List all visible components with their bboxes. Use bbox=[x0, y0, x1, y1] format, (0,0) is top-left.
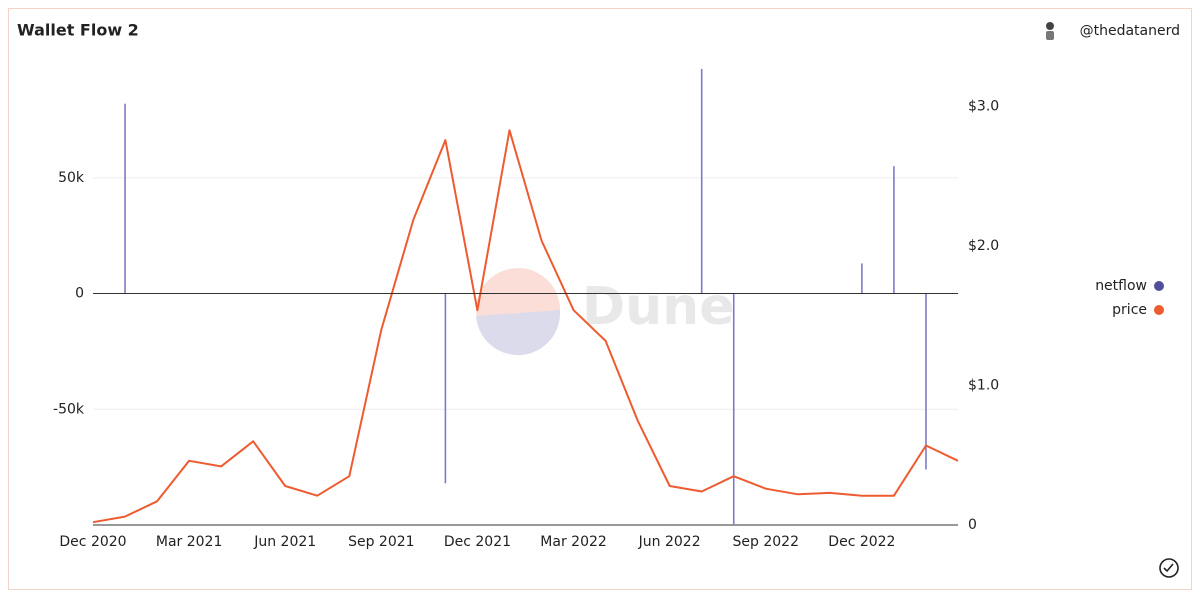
watermark-text: Dune bbox=[582, 277, 734, 337]
price-line bbox=[92, 129, 959, 524]
x-tick-label: Mar 2021 bbox=[156, 534, 223, 550]
author-icon bbox=[1046, 22, 1054, 40]
bar bbox=[925, 293, 927, 470]
y-tick-label: 50k bbox=[58, 170, 85, 186]
legend-label: netflow bbox=[1095, 278, 1147, 294]
frame bbox=[8, 8, 1192, 590]
bar bbox=[893, 166, 895, 294]
y-tick-label: -50k bbox=[53, 401, 85, 417]
bar bbox=[124, 103, 126, 294]
y2-tick-label: $2.0 bbox=[968, 238, 999, 254]
watermark-logo-part bbox=[476, 310, 561, 356]
legend-label: price bbox=[1112, 302, 1147, 318]
x-tick-label: Dec 2021 bbox=[444, 534, 511, 550]
x-tick-label: Jun 2022 bbox=[638, 534, 701, 550]
chart-title: Wallet Flow 2 bbox=[17, 21, 139, 40]
bar bbox=[732, 293, 735, 525]
legend-marker bbox=[1154, 305, 1164, 315]
bar bbox=[700, 68, 703, 294]
y-tick-label: 0 bbox=[75, 286, 84, 302]
bar bbox=[861, 263, 863, 294]
x-tick-label: Mar 2022 bbox=[540, 534, 607, 550]
y2-tick-label: $1.0 bbox=[968, 378, 999, 394]
check-icon[interactable] bbox=[1159, 558, 1179, 578]
bar bbox=[444, 293, 447, 484]
y2-tick-label: $3.0 bbox=[968, 99, 999, 115]
legend-marker bbox=[1154, 281, 1164, 291]
x-tick-label: Dec 2022 bbox=[828, 534, 895, 550]
watermark: Dune bbox=[476, 268, 734, 356]
x-tick-label: Dec 2020 bbox=[59, 534, 126, 550]
y2-tick-label: 0 bbox=[968, 517, 977, 533]
x-tick-label: Sep 2021 bbox=[348, 534, 414, 550]
x-tick-label: Sep 2022 bbox=[733, 534, 799, 550]
x-tick-label: Jun 2021 bbox=[253, 534, 316, 550]
author: @thedatanerd bbox=[1080, 23, 1180, 39]
